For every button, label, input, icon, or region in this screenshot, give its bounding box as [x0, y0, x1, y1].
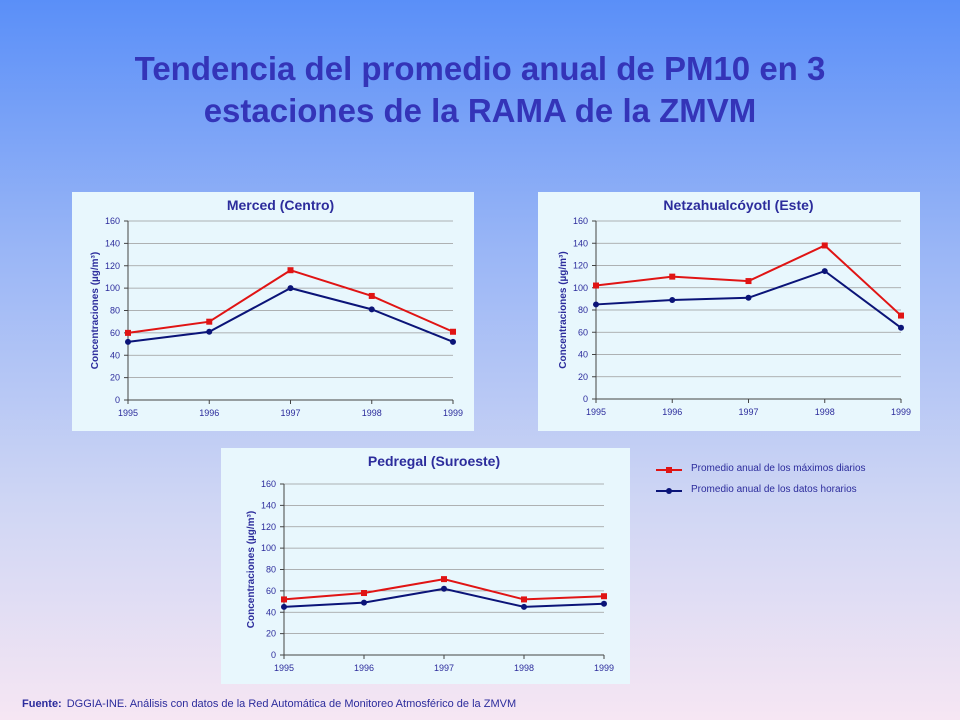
chart-title: Netzahualcóyotl (Este): [663, 197, 813, 213]
x-tick-label: 1999: [891, 407, 911, 417]
data-point-avg: [206, 328, 213, 335]
data-point-max: [206, 318, 213, 325]
data-point-max: [821, 242, 828, 249]
data-point-avg: [361, 599, 367, 606]
y-tick-label: 140: [105, 238, 120, 248]
slide-title-line-1: Tendencia del promedio anual de PM10 en …: [134, 50, 826, 87]
y-axis-label: Concentraciones (µg/m³): [558, 251, 569, 368]
chart-legend: Promedio anual de los máximos diarios Pr…: [655, 462, 925, 504]
series-line-avg: [127, 287, 454, 343]
data-point-max: [745, 278, 752, 285]
y-tick-label: 60: [266, 586, 276, 596]
data-point-max: [441, 576, 447, 583]
y-tick-label: 20: [578, 372, 588, 382]
x-tick-label: 1997: [434, 663, 454, 673]
x-tick-label: 1997: [280, 408, 300, 418]
slide-title-line-2: estaciones de la RAMA de la ZMVM: [203, 92, 757, 129]
data-point-avg: [898, 324, 904, 331]
data-point-max: [898, 312, 904, 319]
y-axis-label: Concentraciones (µg/m³): [90, 252, 101, 369]
y-tick-label: 140: [261, 500, 276, 510]
y-tick-label: 120: [105, 261, 120, 271]
data-point-avg: [287, 285, 294, 292]
legend-item-avg: Promedio anual de los datos horarios: [655, 483, 925, 504]
y-tick-label: 120: [573, 261, 588, 271]
y-tick-label: 0: [271, 650, 276, 660]
y-tick-label: 80: [266, 565, 276, 575]
y-tick-label: 120: [261, 522, 276, 532]
y-tick-label: 140: [573, 238, 588, 248]
legend-swatch-avg: [656, 488, 682, 494]
data-point-avg: [368, 306, 375, 313]
y-tick-label: 40: [266, 607, 276, 617]
data-point-avg: [450, 338, 456, 345]
y-tick-label: 100: [573, 283, 588, 293]
data-point-avg: [601, 600, 607, 607]
source-text: DGGIA-INE. Análisis con datos de la Red …: [66, 698, 517, 710]
legend-label-max: Promedio anual de los máximos diarios: [691, 463, 866, 474]
y-axis-label: Concentraciones (µg/m³): [246, 511, 257, 628]
y-tick-label: 80: [110, 306, 120, 316]
source-label: Fuente:: [22, 698, 62, 710]
x-tick-label: 1996: [199, 408, 219, 418]
legend-swatch-max: [656, 467, 682, 473]
legend-label-avg: Promedio anual de los datos horarios: [691, 484, 857, 495]
y-tick-label: 40: [578, 350, 588, 360]
y-tick-label: 60: [110, 328, 120, 338]
x-tick-label: 1999: [443, 408, 463, 418]
x-tick-label: 1998: [514, 663, 534, 673]
x-tick-label: 1995: [586, 407, 606, 417]
y-tick-label: 100: [105, 283, 120, 293]
y-tick-label: 80: [578, 305, 588, 315]
data-point-max: [281, 596, 287, 603]
x-tick-label: 1996: [354, 663, 374, 673]
data-point-max: [669, 273, 676, 280]
y-tick-label: 0: [115, 395, 120, 405]
y-tick-label: 0: [583, 394, 588, 404]
data-point-avg: [521, 603, 527, 610]
chart-panel-netzahualcoyotl: Netzahualcóyotl (Este) 0 20 40 60 80 100 120 140…: [538, 192, 920, 431]
source-note: Fuente: DGGIA-INE. Análisis con datos de …: [22, 698, 516, 710]
x-tick-label: 1999: [594, 663, 614, 673]
data-point-avg: [125, 338, 131, 345]
data-point-max: [521, 596, 527, 603]
x-tick-label: 1998: [815, 407, 835, 417]
chart-netzahualcoyotl: Netzahualcóyotl (Este) 0 20 40 60 80 100 120 140…: [558, 197, 911, 417]
chart-panel-pedregal: Pedregal (Suroeste) 0 20 40 60 80 100 120 140 160…: [221, 448, 630, 684]
data-point-max: [450, 328, 456, 335]
y-tick-label: 60: [578, 327, 588, 337]
data-point-max: [125, 329, 131, 336]
chart-title: Pedregal (Suroeste): [368, 453, 500, 469]
slide-title: Tendencia del promedio anual de PM10 en …: [0, 48, 960, 132]
x-tick-label: 1996: [662, 407, 682, 417]
data-point-avg: [745, 294, 752, 301]
chart-title: Merced (Centro): [227, 197, 334, 213]
data-point-avg: [593, 301, 599, 308]
data-point-max: [361, 590, 367, 597]
data-point-avg: [441, 585, 447, 592]
chart-panel-merced: Merced (Centro) 0 20 40 60 80 100 120 140 160 1995…: [72, 192, 474, 431]
data-point-avg: [821, 268, 828, 275]
data-point-max: [601, 593, 607, 600]
x-tick-label: 1998: [362, 408, 382, 418]
legend-item-max: Promedio anual de los máximos diarios: [655, 462, 925, 483]
data-point-avg: [281, 603, 287, 610]
data-point-max: [593, 282, 599, 289]
y-tick-label: 100: [261, 543, 276, 553]
y-tick-label: 40: [110, 350, 120, 360]
chart-pedregal: Pedregal (Suroeste) 0 20 40 60 80 100 120 140 160…: [246, 453, 614, 673]
data-point-max: [368, 292, 375, 299]
chart-merced: Merced (Centro) 0 20 40 60 80 100 120 140 160 1995…: [90, 197, 463, 418]
y-tick-label: 160: [105, 216, 120, 226]
y-tick-label: 160: [261, 479, 276, 489]
x-tick-label: 1995: [274, 663, 294, 673]
y-tick-label: 20: [266, 629, 276, 639]
x-tick-label: 1995: [118, 408, 138, 418]
y-tick-label: 20: [110, 373, 120, 383]
x-tick-label: 1997: [738, 407, 758, 417]
data-point-avg: [669, 296, 676, 303]
y-tick-label: 160: [573, 216, 588, 226]
series-line-max: [127, 269, 454, 334]
data-point-max: [287, 267, 294, 274]
